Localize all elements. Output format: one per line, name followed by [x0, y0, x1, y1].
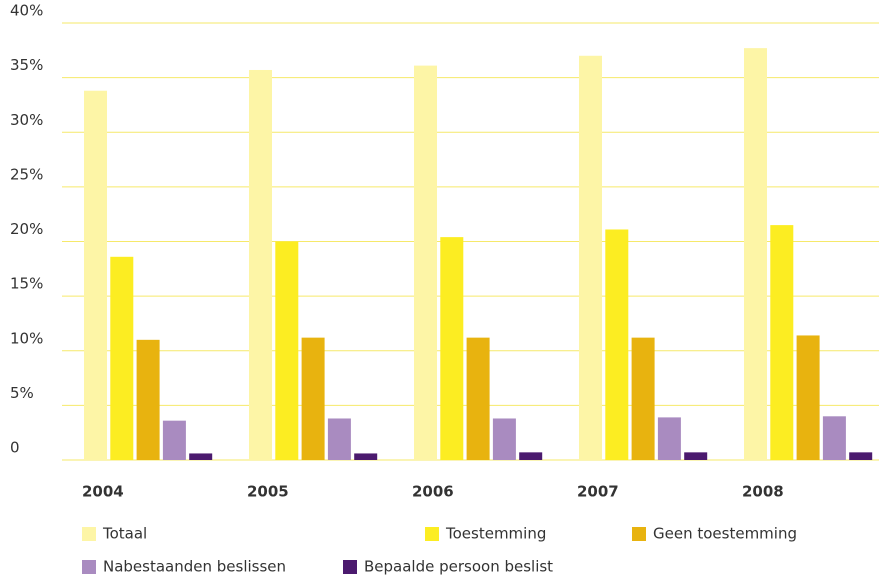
bar [796, 335, 820, 460]
bar [605, 229, 629, 460]
legend-label: Toestemming [445, 525, 546, 543]
legend-swatch [425, 527, 439, 541]
y-tick-label: 5% [10, 384, 34, 402]
bar [440, 237, 464, 460]
legend-swatch [632, 527, 646, 541]
bar [249, 69, 272, 460]
y-tick-label: 30% [10, 111, 43, 129]
bar [354, 453, 378, 460]
bar [744, 48, 767, 460]
legend-label: Geen toestemming [653, 525, 797, 543]
y-tick-label: 15% [10, 275, 43, 293]
legend-label: Nabestaanden beslissen [103, 558, 286, 576]
legend-swatch [82, 527, 96, 541]
bar [414, 65, 437, 461]
legend-label: Totaal [102, 525, 147, 543]
bar [579, 55, 602, 461]
bar [301, 337, 325, 460]
x-tick-label: 2004 [82, 483, 124, 501]
bar [684, 452, 708, 460]
bar [631, 337, 655, 460]
bar [492, 418, 516, 460]
bar [189, 453, 213, 460]
legend-swatch [343, 560, 357, 574]
bar [110, 256, 134, 460]
bar [519, 452, 543, 460]
bar [136, 339, 160, 460]
x-tick-label: 2006 [412, 483, 454, 501]
bar [849, 452, 873, 460]
bar [770, 225, 794, 460]
x-tick-label: 2008 [742, 483, 784, 501]
bar [84, 90, 107, 461]
y-tick-label: 0 [10, 439, 20, 457]
legend-label: Bepaalde persoon beslist [364, 558, 553, 576]
bar [466, 337, 490, 460]
y-tick-label: 10% [10, 329, 43, 347]
bar [162, 420, 186, 460]
y-tick-label: 25% [10, 165, 43, 183]
x-tick-label: 2007 [577, 483, 619, 501]
bar [275, 241, 299, 460]
bar [822, 416, 846, 460]
bar [657, 417, 681, 460]
y-tick-label: 35% [10, 56, 43, 74]
legend-swatch [82, 560, 96, 574]
y-tick-label: 40% [10, 2, 43, 20]
x-tick-label: 2005 [247, 483, 289, 501]
y-tick-label: 20% [10, 220, 43, 238]
bar [327, 418, 351, 460]
